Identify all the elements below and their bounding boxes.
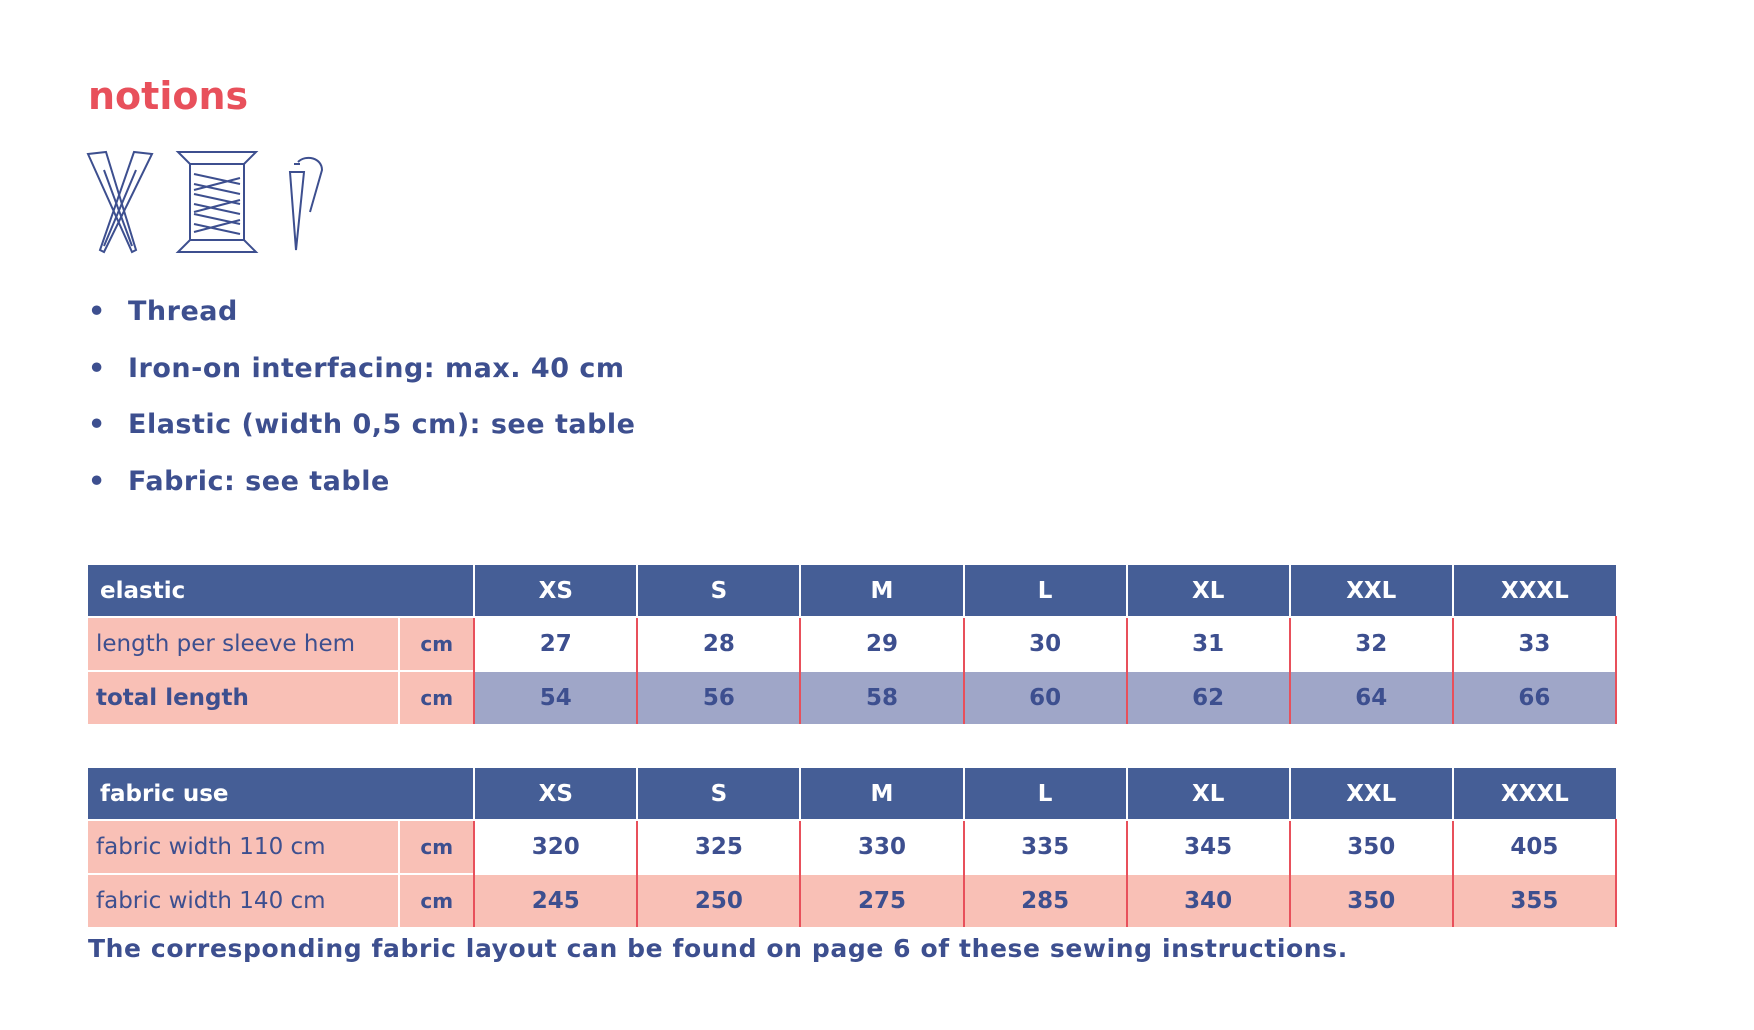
value-cell: 355 (1451, 873, 1618, 927)
row-label: length per sleeve hem (88, 616, 400, 671)
value-cell: 405 (1451, 819, 1618, 874)
header-cell: XS (473, 565, 638, 617)
header-cell: XXL (1288, 768, 1453, 820)
header-cell: XS (473, 768, 638, 820)
row-label: total length (88, 670, 400, 724)
value-cell: 62 (1125, 670, 1290, 724)
row-unit: cm (398, 670, 475, 724)
value-cell: 350 (1288, 873, 1453, 927)
value-cell: 275 (799, 873, 964, 927)
notion-icons (86, 150, 324, 254)
value-cell: 66 (1451, 670, 1618, 724)
header-cell: L (962, 768, 1127, 820)
value-cell: 60 (962, 670, 1127, 724)
value-cell: 345 (1125, 819, 1290, 874)
value-cell: 54 (473, 670, 638, 724)
list-item: Thread (88, 292, 635, 349)
row-label: fabric width 110 cm (88, 819, 400, 874)
header-cell: XXXL (1451, 768, 1616, 820)
thread-spool-icon (175, 151, 259, 253)
list-item: Iron-on interfacing: max. 40 cm (88, 349, 635, 406)
header-cell: XXXL (1451, 565, 1616, 617)
header-row: fabric use XS S M L XL XXL XXXL (88, 768, 1616, 820)
header-cell: L (962, 565, 1127, 617)
data-row: fabric width 140 cm cm 245 250 275 285 340 350 3… (88, 873, 1618, 927)
value-cell: 250 (636, 873, 801, 927)
value-cell: 31 (1125, 616, 1290, 671)
row-unit: cm (398, 873, 475, 927)
value-cell: 330 (799, 819, 964, 874)
value-cell: 64 (1288, 670, 1453, 724)
value-cell: 29 (799, 616, 964, 671)
list-item: Fabric: see table (88, 462, 635, 519)
section-title: notions (88, 74, 249, 118)
notions-list: ThreadIron-on interfacing: max. 40 cmEla… (88, 292, 635, 518)
value-cell: 340 (1125, 873, 1290, 927)
data-row: fabric width 110 cm cm 320 325 330 335 345 350 4… (88, 819, 1618, 874)
header-row: elastic XS S M L XL XXL XXXL (88, 565, 1616, 617)
value-cell: 350 (1288, 819, 1453, 874)
data-row: total length cm 54 56 58 60 62 64 66 (88, 670, 1618, 724)
list-item: Elastic (width 0,5 cm): see table (88, 405, 635, 462)
value-cell: 58 (799, 670, 964, 724)
row-label: fabric width 140 cm (88, 873, 400, 927)
header-cell: M (799, 565, 964, 617)
value-cell: 27 (473, 616, 638, 671)
header-cell: S (636, 768, 801, 820)
value-cell: 56 (636, 670, 801, 724)
footer-note: The corresponding fabric layout can be f… (88, 934, 1348, 963)
value-cell: 30 (962, 616, 1127, 671)
header-cell: S (636, 565, 801, 617)
header-cell: elastic (88, 565, 475, 617)
header-cell: M (799, 768, 964, 820)
value-cell: 33 (1451, 616, 1618, 671)
data-row: length per sleeve hem cm 27 28 29 30 31 32 33 (88, 616, 1618, 671)
size-table: fabric use XS S M L XL XXL XXXL fabric width 110… (88, 768, 1618, 927)
header-cell: XL (1125, 768, 1290, 820)
value-cell: 28 (636, 616, 801, 671)
value-cell: 325 (636, 819, 801, 874)
row-unit: cm (398, 819, 475, 874)
value-cell: 335 (962, 819, 1127, 874)
size-table: elastic XS S M L XL XXL XXXL length per sleeve h… (88, 565, 1618, 724)
value-cell: 32 (1288, 616, 1453, 671)
header-cell: XXL (1288, 565, 1453, 617)
value-cell: 245 (473, 873, 638, 927)
scissors-icon (86, 150, 154, 254)
value-cell: 285 (962, 873, 1127, 927)
header-cell: XL (1125, 565, 1290, 617)
header-cell: fabric use (88, 768, 475, 820)
value-cell: 320 (473, 819, 638, 874)
row-unit: cm (398, 616, 475, 671)
needle-icon (288, 156, 324, 251)
